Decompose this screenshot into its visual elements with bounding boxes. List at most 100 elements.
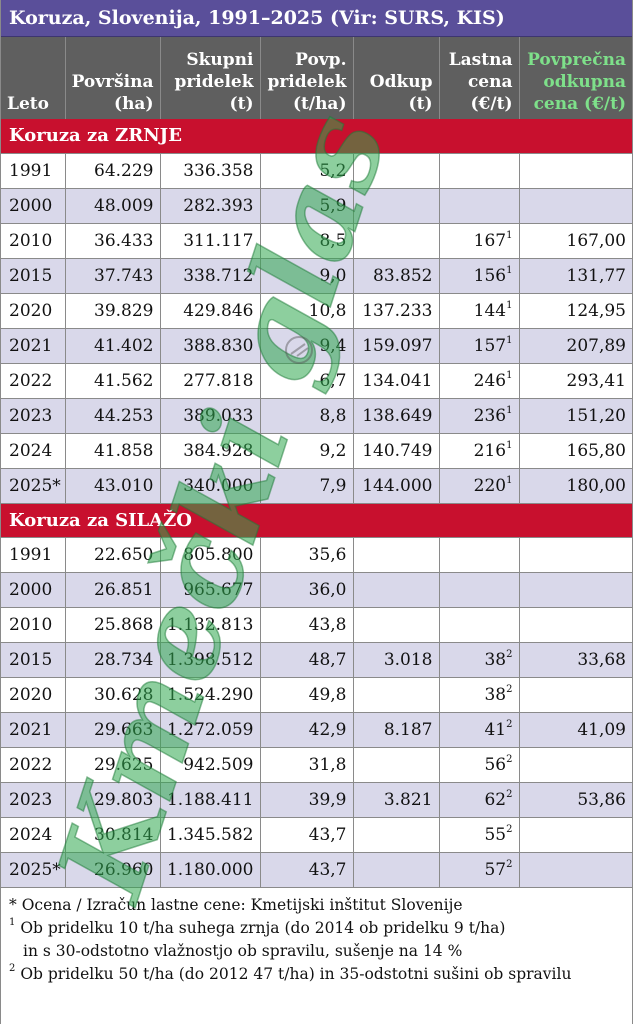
footnote-mark: 1: [506, 404, 513, 416]
cell-povp: 31,8: [260, 747, 354, 783]
header-skupni-pridelek: Skupni pridelek (t): [160, 37, 261, 119]
cell-odkupna: 293,41: [519, 363, 632, 399]
cell-odkupna: [519, 537, 632, 573]
cell-povrsina: 36.433: [65, 223, 161, 259]
cell-leto: 2010: [1, 607, 66, 643]
cell-povp: 5,2: [260, 153, 354, 189]
cell-leto: 2015: [1, 642, 66, 678]
table-body: Koruza za ZRNJE 1991 64.229 336.358 5,2 2000 4…: [1, 119, 632, 888]
footnote-mark: 1: [506, 334, 513, 346]
cell-pridelek: 338.712: [160, 258, 261, 294]
cell-povp: 43,7: [260, 852, 354, 888]
cell-povrsina: 22.650: [65, 537, 161, 573]
cell-odkupna: 33,68: [519, 642, 632, 678]
header-line: odkupna: [543, 72, 626, 92]
header-line: cena (€/t): [533, 94, 626, 114]
cell-cena: [439, 537, 520, 573]
cell-odkup: [353, 537, 440, 573]
cell-pridelek: 1.345.582: [160, 817, 261, 853]
cell-odkupna: 165,80: [519, 433, 632, 469]
cell-pridelek: 340.000: [160, 468, 261, 504]
cell-leto: 2023: [1, 398, 66, 434]
cell-odkupna: 41,09: [519, 712, 632, 748]
cell-povrsina: 30.628: [65, 677, 161, 713]
cell-odkup: 134.041: [353, 363, 440, 399]
cell-odkup: 159.097: [353, 328, 440, 364]
cell-odkup: [353, 677, 440, 713]
footnote-mark: 2: [506, 718, 513, 730]
header-line: Odkup: [369, 72, 433, 92]
table-row: 2023 44.253 389.033 8,8 138.649 2361 151,20: [1, 398, 632, 434]
cell-povrsina: 29.803: [65, 782, 161, 818]
cell-pridelek: 311.117: [160, 223, 261, 259]
header-line: Povp.: [295, 50, 347, 70]
cell-povp: 42,9: [260, 712, 354, 748]
table-row: 2024 41.858 384.928 9,2 140.749 2161 165,80: [1, 433, 632, 469]
table-row: 2000 26.851 965.677 36,0: [1, 572, 632, 608]
cell-odkupna: 167,00: [519, 223, 632, 259]
cell-povrsina: 25.868: [65, 607, 161, 643]
cell-leto: 2000: [1, 188, 66, 224]
footnote-mark: 1: [506, 474, 513, 486]
footnote-mark: 1: [506, 369, 513, 381]
cell-odkupna: 124,95: [519, 293, 632, 329]
header-line: Površina: [71, 72, 154, 92]
cell-leto: 2025*: [1, 468, 66, 504]
footnote-mark: 2: [506, 683, 513, 695]
table-row: 2015 37.743 338.712 9,0 83.852 1561 131,77: [1, 258, 632, 294]
cell-povrsina: 30.814: [65, 817, 161, 853]
header-line: Povprečna: [527, 50, 626, 70]
cell-odkupna: 53,86: [519, 782, 632, 818]
header-line: pridelek: [267, 72, 347, 92]
cell-leto: 2000: [1, 572, 66, 608]
cell-cena: 382: [439, 677, 520, 713]
table-row: 2021 41.402 388.830 9,4 159.097 1571 207,89: [1, 328, 632, 364]
header-line: (€/t): [470, 94, 513, 114]
header-line: Lastna: [448, 50, 513, 70]
table-row: 2023 29.803 1.188.411 39,9 3.821 622 53,86: [1, 782, 632, 818]
cell-pridelek: 1.132.813: [160, 607, 261, 643]
cell-odkup: [353, 852, 440, 888]
cell-cena: 412: [439, 712, 520, 748]
cell-leto: 2024: [1, 433, 66, 469]
footnote-mark: 1: [506, 299, 513, 311]
cell-povp: 7,9: [260, 468, 354, 504]
cell-odkup: 8.187: [353, 712, 440, 748]
header-line: (t): [229, 94, 254, 114]
header-line: (t): [408, 94, 433, 114]
cell-odkup: [353, 817, 440, 853]
cell-cena: 2161: [439, 433, 520, 469]
cell-odkupna: [519, 153, 632, 189]
header-line: cena: [467, 72, 513, 92]
cell-povp: 8,8: [260, 398, 354, 434]
cell-cena: 572: [439, 852, 520, 888]
header-leto: Leto: [1, 37, 66, 119]
cell-cena: 552: [439, 817, 520, 853]
table-row: 2010 25.868 1.132.813 43,8: [1, 607, 632, 643]
cell-leto: 2021: [1, 712, 66, 748]
cell-odkup: [353, 223, 440, 259]
cell-cena: 1671: [439, 223, 520, 259]
header-povp-pridelek: Povp. pridelek (t/ha): [260, 37, 354, 119]
cell-odkup: 3.018: [353, 642, 440, 678]
cell-povp: 6,7: [260, 363, 354, 399]
cell-odkup: 138.649: [353, 398, 440, 434]
footnote-line: in s 30-odstotno vlažnostjo ob spravilu,…: [23, 941, 463, 960]
cell-povrsina: 41.402: [65, 328, 161, 364]
cell-cena: [439, 188, 520, 224]
table-row: 2025* 43.010 340.000 7,9 144.000 2201 180,00: [1, 468, 632, 504]
footnote-line: 1 Ob pridelku 10 t/ha suhega zrnja (do 2…: [9, 917, 506, 937]
footnote-mark: 1: [506, 439, 513, 451]
cell-leto: 2010: [1, 223, 66, 259]
cell-odkupna: [519, 677, 632, 713]
cell-povp: 5,9: [260, 188, 354, 224]
table-row: 2010 36.433 311.117 8,5 1671 167,00: [1, 223, 632, 259]
table-row: 2022 29.625 942.509 31,8 562: [1, 747, 632, 783]
table-row: 2024 30.814 1.345.582 43,7 552: [1, 817, 632, 853]
cell-odkup: [353, 747, 440, 783]
cell-pridelek: 282.393: [160, 188, 261, 224]
cell-pridelek: 388.830: [160, 328, 261, 364]
cell-odkup: [353, 607, 440, 643]
header-lastna-cena: Lastna cena (€/t): [439, 37, 520, 119]
header-line: pridelek: [174, 72, 254, 92]
